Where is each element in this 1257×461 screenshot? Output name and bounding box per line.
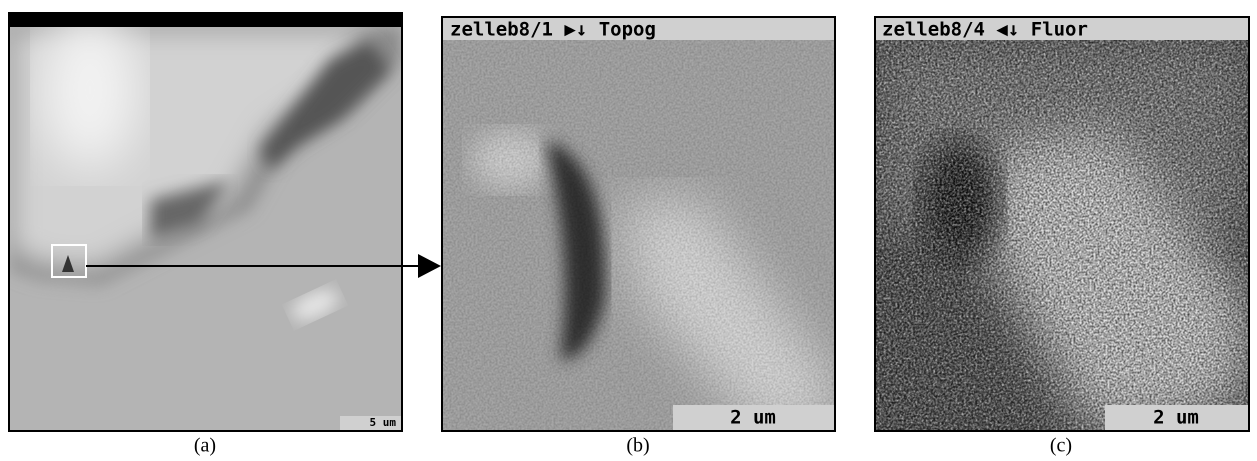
scale-label: 2 um (730, 407, 776, 429)
caption: (b) (626, 435, 649, 457)
panel-b: zelleb8/1 ▶↓ Topog 2 um (b) (441, 16, 836, 457)
panel-c: zelleb8/4 ◀↓ Fluor 2 um (c) (874, 16, 1250, 457)
panel-header: zelleb8/4 ◀↓ Fluor (882, 19, 1088, 41)
topography-image (443, 40, 834, 430)
topography-image (10, 10, 401, 430)
caption: (a) (194, 435, 216, 457)
panel-header: zeleb10/1 ▶↓ Topography (14, 12, 180, 26)
scale-label: 5 um (370, 416, 397, 429)
caption: (c) (1050, 435, 1072, 457)
fluorescence-image (876, 40, 1248, 430)
scale-label: 2 um (1153, 407, 1199, 429)
panel-header: zelleb8/1 ▶↓ Topog (450, 19, 656, 41)
arrow-head (418, 254, 441, 278)
figure: zeleb10/1 ▶↓ Topography 5 um (a) zelleb8… (0, 0, 1257, 461)
panel-a: zeleb10/1 ▶↓ Topography 5 um (a) (8, 10, 403, 457)
